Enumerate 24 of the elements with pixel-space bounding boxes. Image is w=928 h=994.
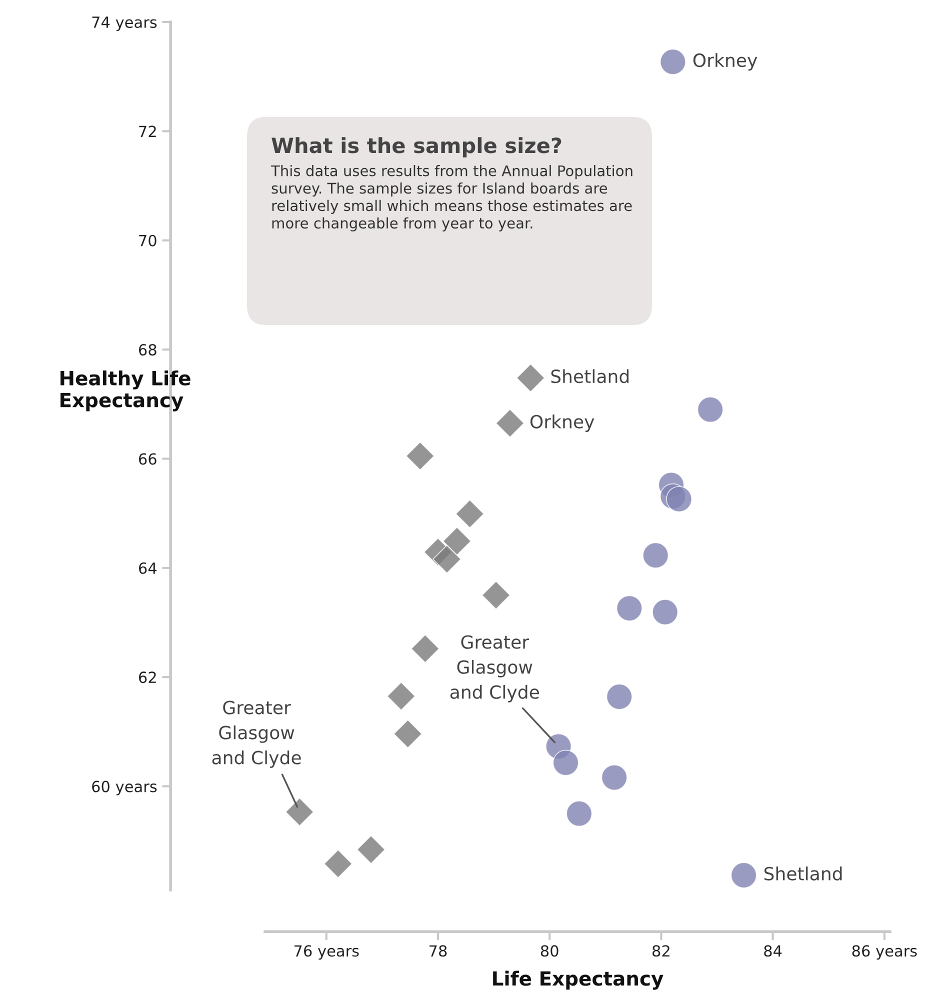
x-tick-label: 80 [540, 945, 558, 957]
x-tick-label: 86 years [852, 945, 917, 960]
annotation: Greater Glasgow and Clyde [450, 635, 539, 702]
y-tick-label: 64 [138, 562, 157, 574]
y-axis-title: Healthy Life Expectancy [60, 370, 190, 412]
annotation: This data uses results from the Annual Population survey. The sample sizes for Island boards are relatively small which means those estimates are more changeable from year to year. [270, 165, 632, 232]
x-tick-label: 84 [764, 945, 782, 957]
y-tick-label: 66 [138, 453, 156, 465]
y-tick-label: 68 [138, 344, 156, 356]
x-axis-title: Life Expectancy [493, 970, 664, 990]
annotation: Shetland [551, 369, 629, 384]
annotation: Orkney [530, 414, 594, 432]
x-tick-label: 78 [430, 945, 447, 957]
annotation: Orkney [693, 53, 758, 71]
annotation: What is the sample size? [272, 137, 562, 158]
y-tick-label: 62 [138, 672, 156, 684]
x-tick-label: 76 years [294, 945, 359, 960]
annotation: Greater Glasgow and Clyde [212, 700, 301, 768]
y-tick-label: 60 years [92, 780, 157, 796]
x-tick-label: 82 [652, 945, 670, 957]
y-tick-label: 72 [139, 126, 156, 137]
y-tick-label: 74 years [92, 16, 157, 31]
annotation: Shetland [764, 866, 842, 880]
y-tick-label: 70 [139, 234, 156, 246]
